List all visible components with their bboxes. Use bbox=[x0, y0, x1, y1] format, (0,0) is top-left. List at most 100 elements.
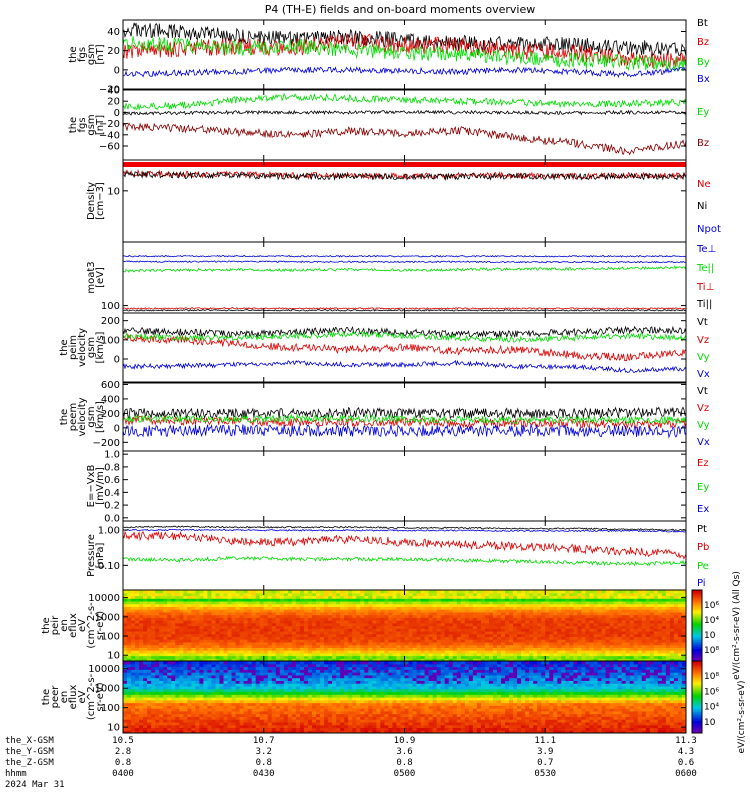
x-tick-label: 0.7 bbox=[537, 758, 553, 768]
panel-0: Bt Bz By Bx 40 20 0 −20 thefgsgsm[nT] bbox=[68, 18, 710, 96]
y-tick-label: 0.4 bbox=[104, 488, 120, 499]
series-line-Vx bbox=[123, 361, 686, 373]
legend-By: By bbox=[697, 57, 710, 68]
legend-Te⊥: Te⊥ bbox=[696, 244, 716, 255]
y-tick-label: −200 bbox=[93, 438, 120, 449]
series-line-Bz bbox=[123, 123, 686, 154]
x-tick-label: 0.8 bbox=[396, 758, 412, 768]
legend-Ez: Ez bbox=[697, 458, 709, 469]
y-axis-label: [km/s] bbox=[95, 331, 106, 363]
y-tick-label: 0 bbox=[114, 423, 120, 434]
series-line-Vx bbox=[123, 424, 686, 437]
y-tick-label: 10 bbox=[107, 723, 120, 734]
colorbar-tick-label: 10⁴ bbox=[704, 703, 719, 713]
y-tick-label: 0.2 bbox=[104, 501, 120, 512]
x-tick-label: 0600 bbox=[675, 769, 697, 779]
colorbar-tick-label: 10⁴ bbox=[704, 616, 719, 626]
legend-Ni: Ni bbox=[697, 201, 707, 212]
y-tick-label: 0.6 bbox=[104, 475, 120, 486]
colorbar-label: eV/(cm²-s-sr-eV) (All Qs) bbox=[732, 571, 742, 680]
panel-2: NeNi10Density[cm−3] bbox=[86, 160, 711, 242]
panel-frame bbox=[123, 313, 686, 382]
legend-Bx: Bx bbox=[697, 74, 710, 85]
series-lines bbox=[123, 407, 686, 437]
panel-5: Vt Vz Vy Vx 600 400 200 0 −200 thepeemvelocitygsm… bbox=[59, 380, 710, 451]
legend-Npot: Npot bbox=[697, 224, 721, 235]
spectrogram bbox=[123, 590, 687, 662]
legend-Te||: Te|| bbox=[696, 263, 714, 274]
x-tick-label: 11.3 bbox=[675, 736, 697, 746]
series-line-Te|| bbox=[123, 266, 686, 272]
y-tick-label: 600 bbox=[101, 380, 120, 391]
y-tick-label: 200 bbox=[101, 316, 120, 327]
y-tick-label: 0.0 bbox=[104, 513, 120, 524]
series-line-Pb bbox=[123, 532, 686, 559]
y-tick-label: 10 bbox=[107, 651, 120, 662]
legend-Bt: Bt bbox=[697, 18, 708, 29]
footer-row-label: the_Z-GSM bbox=[5, 758, 54, 768]
y-tick-label: 0 bbox=[114, 355, 120, 366]
legend-Vz: Vz bbox=[697, 403, 709, 414]
panel-frame bbox=[123, 20, 686, 89]
x-tick-label: 0.8 bbox=[115, 758, 131, 768]
panel-6: Ez Ey Ex 1.00.8 0.6 0.4 0.20.0 E=−VxB[mV/m] bbox=[86, 450, 709, 525]
x-tick-label: 0500 bbox=[394, 769, 416, 779]
legend-Vx: Vx bbox=[697, 437, 710, 448]
x-axis-footer: the_X-GSM 10.5 10.7 10.9 11.1 11.3the_Y-GSM 2.… bbox=[5, 736, 697, 790]
x-tick-label: 10.5 bbox=[112, 736, 134, 746]
colorbar-tick-label: 10⁸ bbox=[704, 672, 719, 682]
series-line-Bx bbox=[123, 67, 686, 77]
x-tick-label: 0.6 bbox=[678, 758, 694, 768]
colorbar-tick-label: 10⁲ bbox=[704, 718, 716, 728]
legend-Vz: Vz bbox=[697, 335, 709, 346]
y-axis-label: [eV] bbox=[95, 267, 106, 288]
y-axis-label: [nPa] bbox=[95, 542, 106, 568]
y-tick-label: 20 bbox=[107, 97, 120, 108]
legend-Bz: Bz bbox=[697, 138, 709, 149]
legend-Vy: Vy bbox=[697, 352, 710, 363]
figure-title: P4 (TH-E) fields and on-board moments ov… bbox=[265, 3, 536, 16]
legend-Pb: Pb bbox=[697, 542, 709, 553]
legend-Pt: Pt bbox=[697, 524, 707, 535]
panel-7: PtPbPePi1.000.10Pressure[nPa] bbox=[86, 521, 709, 590]
footer-row-label: hhmm bbox=[5, 769, 27, 779]
series-lines bbox=[123, 23, 686, 77]
x-tick-label: 0.8 bbox=[256, 758, 272, 768]
colorbar-tick-label: 10⁶ bbox=[704, 687, 719, 697]
panel-frame bbox=[123, 242, 686, 313]
x-tick-label: 4.3 bbox=[678, 747, 694, 757]
y-tick-label: 1.00 bbox=[98, 526, 120, 537]
y-tick-label: 20 bbox=[107, 46, 120, 57]
x-tick-label: 3.9 bbox=[537, 747, 553, 757]
y-axis-label: [km/s] bbox=[95, 401, 106, 433]
x-tick-label: 3.2 bbox=[256, 747, 272, 757]
colorbar-label: eV/(cm²-s-sr-eV) bbox=[737, 680, 747, 753]
series-lines bbox=[123, 327, 686, 373]
panel-frame bbox=[123, 160, 686, 242]
colorbar-tick-label: 10⁲ bbox=[704, 631, 716, 641]
y-axis-label: [nT] bbox=[95, 115, 106, 135]
y-tick-label: 10 bbox=[107, 186, 120, 197]
legend-Ey: Ey bbox=[697, 107, 709, 118]
y-tick-label: 0 bbox=[114, 108, 120, 119]
y-axis-label: sr-eV) bbox=[95, 611, 106, 640]
series-lines bbox=[123, 526, 686, 565]
legend-Ti⊥: Ti⊥ bbox=[696, 282, 714, 293]
date-label: 2024 Mar 31 bbox=[5, 780, 65, 790]
y-tick-label: 100 bbox=[101, 301, 120, 312]
x-tick-label: 2.8 bbox=[115, 747, 131, 757]
legend-Ey: Ey bbox=[697, 482, 709, 493]
y-axis-label: [cm−3] bbox=[95, 182, 106, 220]
x-tick-label: 10.9 bbox=[394, 736, 416, 746]
y-tick-label: 0 bbox=[114, 65, 120, 76]
colorbar-tick-label: 10⁶ bbox=[704, 601, 719, 611]
colorbar-tick-label: 10⁸ bbox=[704, 646, 719, 656]
y-tick-label: 0.8 bbox=[104, 462, 120, 473]
series-lines bbox=[123, 170, 686, 179]
panel-3: Npot Te⊥ Te|| Ti⊥ Ti|| 100 moat3[eV] bbox=[86, 224, 721, 313]
x-tick-label: 11.1 bbox=[534, 736, 556, 746]
legend-Ti||: Ti|| bbox=[696, 299, 712, 310]
legend-Pe: Pe bbox=[697, 561, 709, 572]
legend-Vy: Vy bbox=[697, 420, 710, 431]
